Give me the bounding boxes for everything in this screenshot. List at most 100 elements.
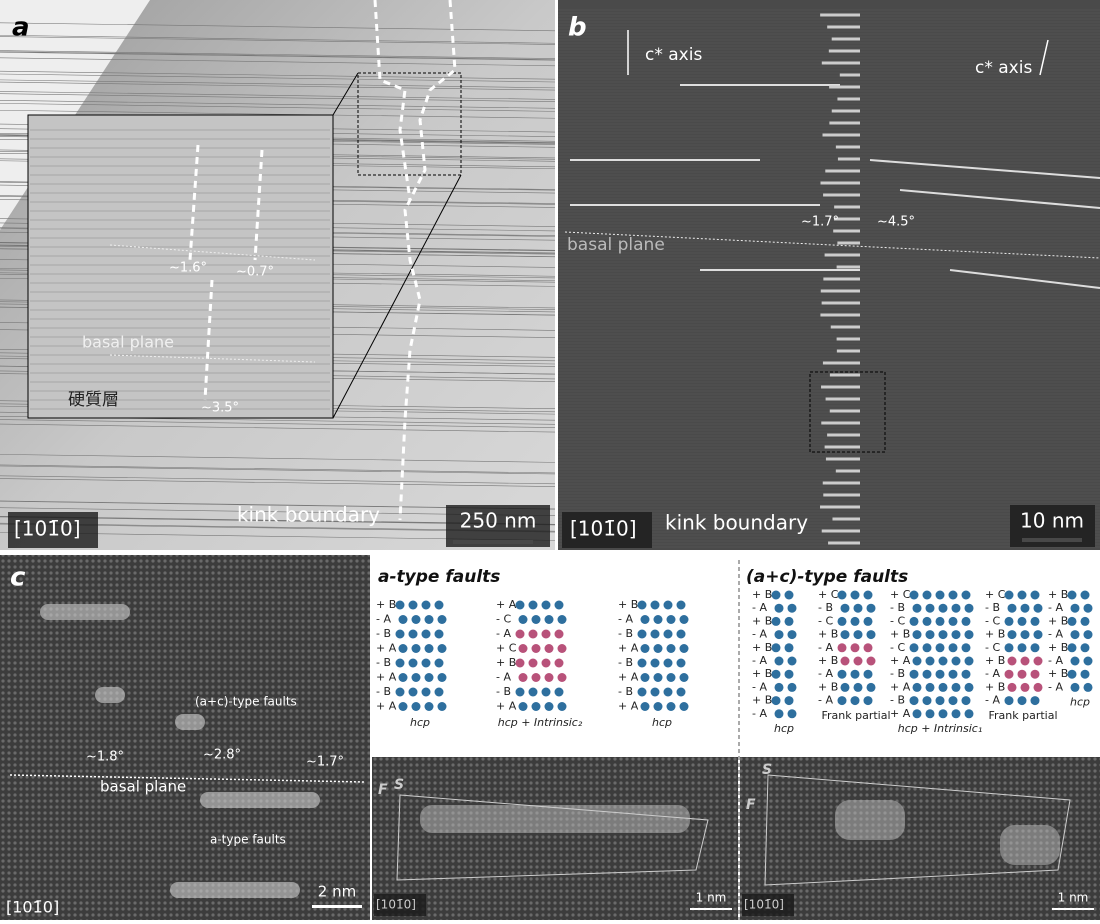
atom [939,683,948,692]
atom [396,659,405,668]
atom [422,601,431,610]
atom [1018,617,1027,626]
atom [438,644,447,653]
label: F [378,782,388,798]
atom [772,617,781,626]
atom [913,657,922,666]
atom [785,696,794,705]
stacking-label: + B [752,667,772,680]
atom [952,630,961,639]
stacking-label: - A [818,667,833,680]
stacking-label: - A [1048,628,1063,641]
atom [1005,591,1014,600]
atom [542,630,551,639]
atom [1008,657,1017,666]
atom [949,643,958,652]
atom [638,601,647,610]
atom [516,630,525,639]
stacking-label: + B [1048,588,1068,601]
atom [926,630,935,639]
atom [936,696,945,705]
label: 2 nm [318,883,356,901]
structure-caption: hcp [652,716,672,729]
atom [854,683,863,692]
label: 1 nm [696,891,727,905]
atom [677,601,686,610]
atom [1081,643,1090,652]
structure-caption: Frank partial [821,709,890,722]
structure-caption: hcp [410,716,430,729]
stacking-label: + C [890,588,911,601]
stacking-label: - A [752,601,767,614]
atom [1034,604,1043,613]
atom [399,702,408,711]
stacking-label: + B [376,598,396,611]
atom [545,644,554,653]
atom [1021,657,1030,666]
atom [542,659,551,668]
label: c* axis [975,58,1032,78]
atom [1021,604,1030,613]
label: [101̄0] [744,898,784,912]
atom [952,657,961,666]
stacking-label: - C [496,613,511,626]
atom [680,644,689,653]
stacking-label: + B [752,614,772,627]
atom [664,601,673,610]
atom [529,659,538,668]
stacking-label: + B [1048,667,1068,680]
atom [952,604,961,613]
atom [435,659,444,668]
label: ~4.5° [877,215,915,230]
label: c [10,563,26,593]
stacking-label: + A [376,700,397,713]
stacking-label: - A [496,671,511,684]
atom [854,630,863,639]
atom [939,657,948,666]
atom [532,615,541,624]
label: [101̄0] [6,898,59,917]
atom [772,591,781,600]
atom [864,696,873,705]
atom [396,601,405,610]
atom [680,615,689,624]
label: S [762,762,772,778]
atom [841,630,850,639]
atom [775,657,784,666]
atom [532,673,541,682]
atom [1008,604,1017,613]
atom [542,601,551,610]
atom [923,696,932,705]
stacking-label: - A [752,654,767,667]
atom [667,644,676,653]
stacking-label: + B [985,654,1005,667]
atom [435,630,444,639]
stacking-label: + A [890,707,911,720]
atom [545,702,554,711]
atom [1081,617,1090,626]
fault-contrast [1000,825,1060,865]
label: basal plane [100,778,186,796]
atom [926,657,935,666]
fault-contrast [420,805,690,833]
label: ~1.8° [86,750,124,765]
fault-contrast [835,800,905,840]
atom [555,601,564,610]
atom [1084,630,1093,639]
stacking-label: - B [618,685,633,698]
fault-contrast [200,792,320,808]
atom [667,615,676,624]
stacking-label: - A [985,667,1000,680]
stacking-label: - C [985,641,1000,654]
label: kink boundary [665,511,808,535]
stacking-label: + A [376,642,397,655]
label: b [568,13,587,43]
atom [1031,696,1040,705]
label: ~1.7° [801,215,839,230]
atom [680,702,689,711]
atom [838,696,847,705]
atom [641,615,650,624]
label: ~1.7° [306,755,344,770]
atom [952,683,961,692]
atom [409,601,418,610]
